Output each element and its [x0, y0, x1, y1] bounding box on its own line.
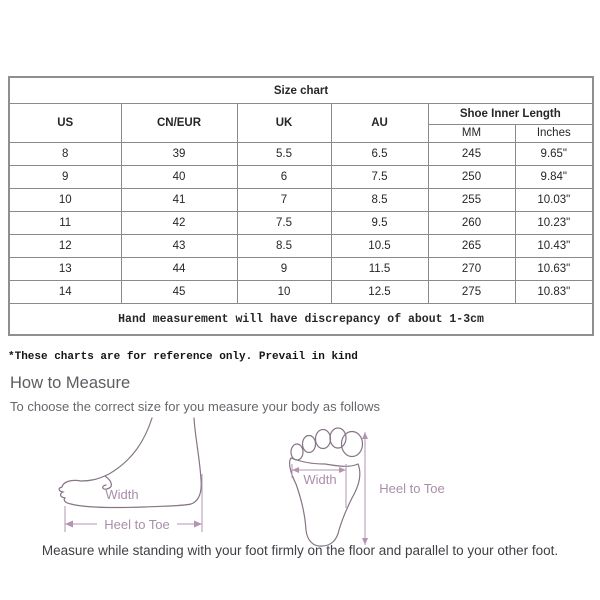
- top-foot-outline-icon: [289, 427, 364, 547]
- table-cell: 270: [427, 257, 516, 281]
- table-cell: 6: [236, 165, 332, 189]
- table-cell: 42: [120, 211, 238, 235]
- side-foot-outline-icon: [58, 417, 202, 509]
- table-note-row: Hand measurement will have discrepancy o…: [8, 303, 594, 336]
- top-width-arrow: [291, 464, 347, 508]
- table-cell: 45: [120, 280, 238, 304]
- table-cell: 9.65": [514, 142, 594, 166]
- table-cell: 10: [8, 188, 122, 212]
- col-header-inches: Inches: [514, 123, 594, 144]
- table-cell: 11.5: [330, 257, 429, 281]
- table-row: 8 39 5.5 6.5 245 9.65": [8, 142, 594, 166]
- table-row: 10 41 7 8.5 255 10.03": [8, 188, 594, 212]
- table-cell: 39: [120, 142, 238, 166]
- table-cell: 250: [427, 165, 516, 189]
- table-cell: 9.5: [330, 211, 429, 235]
- table-cell: 10.43": [514, 234, 594, 258]
- table-cell: 265: [427, 234, 516, 258]
- table-row: 9 40 6 7.5 250 9.84": [8, 165, 594, 189]
- top-foot-heel-to-toe-label: Heel to Toe: [379, 481, 445, 496]
- table-cell: 9: [8, 165, 122, 189]
- table-cell: 7.5: [330, 165, 429, 189]
- foot-measure-diagram: [58, 417, 368, 547]
- table-row: 11 42 7.5 9.5 260 10.23": [8, 211, 594, 235]
- side-foot-heel-to-toe-label: Heel to Toe: [97, 517, 177, 532]
- table-title-row: Size chart: [8, 76, 594, 104]
- how-to-measure-heading: How to Measure: [10, 374, 131, 392]
- col-header-uk: UK: [236, 103, 332, 143]
- table-cell: 7: [236, 188, 332, 212]
- table-cell: 8.5: [236, 234, 332, 258]
- table-cell: 43: [120, 234, 238, 258]
- col-header-inner-length: Shoe Inner Length: [427, 103, 594, 125]
- table-cell: 13: [8, 257, 122, 281]
- table-cell: 9: [236, 257, 332, 281]
- table-cell: 44: [120, 257, 238, 281]
- table-cell: 260: [427, 211, 516, 235]
- table-cell: 8: [8, 142, 122, 166]
- table-row: 12 43 8.5 10.5 265 10.43": [8, 234, 594, 258]
- table-cell: 10.5: [330, 234, 429, 258]
- table-cell: 40: [120, 165, 238, 189]
- table-cell: 14: [8, 280, 122, 304]
- table-cell: 10.63": [514, 257, 594, 281]
- table-cell: 9.84": [514, 165, 594, 189]
- table-cell: 7.5: [236, 211, 332, 235]
- col-header-au: AU: [330, 103, 429, 143]
- top-heel-to-toe-arrow: [362, 432, 368, 545]
- top-foot-width-label: Width: [303, 472, 337, 487]
- table-cell: 8.5: [330, 188, 429, 212]
- disclaimer-text: *These charts are for reference only. Pr…: [8, 351, 358, 363]
- table-cell: 6.5: [330, 142, 429, 166]
- side-foot-width-label: Width: [105, 487, 139, 502]
- col-header-mm: MM: [427, 123, 516, 144]
- table-cell: 10.03": [514, 188, 594, 212]
- table-title: Size chart: [8, 76, 594, 104]
- col-header-cneur: CN/EUR: [120, 103, 238, 143]
- table-row: 14 45 10 12.5 275 10.83": [8, 280, 594, 304]
- measure-caption: Measure while standing with your foot fi…: [41, 543, 559, 558]
- table-subheader-row: MM Inches: [9, 123, 594, 144]
- table-cell: 10.23": [514, 211, 594, 235]
- table-cell: 12: [8, 234, 122, 258]
- table-cell: 11: [8, 211, 122, 235]
- table-cell: 5.5: [236, 142, 332, 166]
- table-cell: 275: [427, 280, 516, 304]
- table-cell: 255: [427, 188, 516, 212]
- col-header-us: US: [8, 103, 122, 143]
- table-row: 13 44 9 11.5 270 10.63": [8, 257, 594, 281]
- table-header-row: US CN/EUR UK AU Shoe Inner Length: [8, 103, 594, 143]
- table-cell: 10: [236, 280, 332, 304]
- table-cell: 245: [427, 142, 516, 166]
- table-note: Hand measurement will have discrepancy o…: [8, 303, 594, 336]
- table-cell: 10.83": [514, 280, 594, 304]
- table-cell: 41: [120, 188, 238, 212]
- size-chart-table: Size chart US CN/EUR UK AU Shoe Inner Le…: [8, 76, 595, 336]
- how-to-measure-intro: To choose the correct size for you measu…: [10, 399, 380, 414]
- table-cell: 12.5: [330, 280, 429, 304]
